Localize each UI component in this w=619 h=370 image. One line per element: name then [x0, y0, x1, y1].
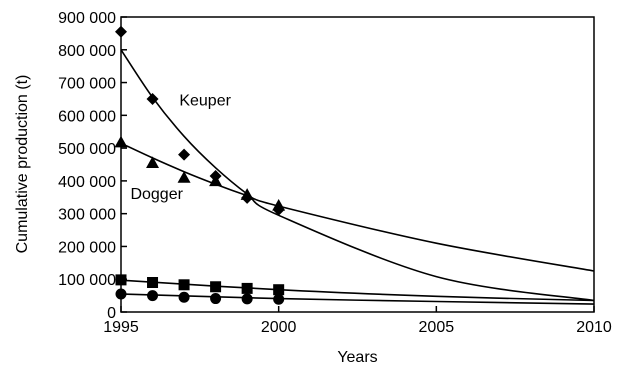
y-tick-label: 400 000	[58, 174, 116, 191]
data-point-circle	[147, 290, 159, 302]
y-tick-label: 0	[107, 305, 116, 322]
data-point-triangle	[240, 188, 254, 200]
data-point-diamond	[146, 92, 159, 105]
annotation-keuper: Keuper	[179, 93, 231, 110]
data-point-triangle	[114, 135, 128, 148]
data-point-circle	[241, 293, 253, 305]
data-point-diamond	[115, 25, 127, 38]
data-point-circle	[178, 291, 190, 303]
data-point-circle	[115, 288, 127, 300]
y-tick-label: 600 000	[58, 108, 116, 125]
data-point-circle	[273, 293, 285, 305]
fit-curve-triangle	[120, 142, 595, 272]
plot-frame	[120, 16, 595, 313]
data-point-square	[178, 279, 190, 291]
data-point-square	[241, 282, 253, 294]
x-tick-label: 2000	[261, 319, 297, 336]
data-point-triangle	[209, 174, 223, 187]
data-point-circle	[210, 293, 222, 305]
y-tick-label: 300 000	[58, 207, 116, 224]
data-points	[114, 25, 286, 305]
annotations: Keuper Dogger	[130, 93, 231, 203]
fit-curve-circle	[120, 293, 595, 305]
y-axis-ticks: 0 100 000 200 000 300 000 400 000 500 000 600 …	[58, 10, 127, 322]
y-axis-title: Cumulative production (t)	[14, 75, 31, 254]
y-tick-label: 700 000	[58, 76, 116, 93]
x-axis-ticks: 1995 2000 2005 2010	[103, 306, 612, 336]
x-tick-label: 1995	[103, 319, 139, 336]
y-tick-label: 200 000	[58, 239, 116, 256]
data-point-square	[273, 284, 285, 296]
data-point-triangle	[146, 156, 160, 169]
annotation-dogger: Dogger	[130, 186, 183, 203]
x-tick-label: 2005	[419, 319, 455, 336]
fit-curves	[120, 49, 595, 305]
data-point-square	[210, 281, 222, 293]
y-tick-label: 100 000	[58, 272, 116, 289]
data-point-square	[115, 274, 127, 286]
x-tick-label: 2010	[576, 319, 612, 336]
data-point-triangle	[177, 171, 191, 183]
y-tick-label: 800 000	[58, 43, 116, 60]
x-axis-title: Years	[337, 349, 377, 366]
data-point-square	[147, 277, 159, 288]
data-point-triangle	[272, 198, 286, 211]
y-tick-label: 900 000	[58, 10, 116, 27]
data-point-diamond	[178, 148, 191, 161]
fit-curve-square	[120, 279, 595, 302]
y-tick-label: 500 000	[58, 141, 116, 158]
